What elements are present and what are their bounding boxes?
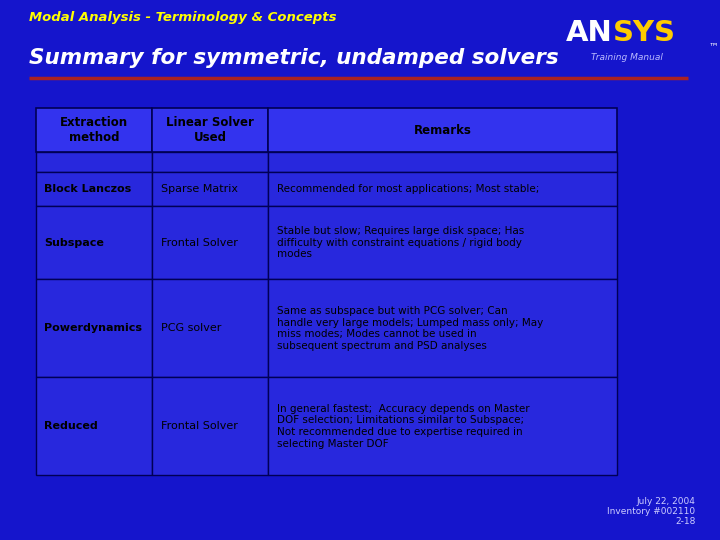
Bar bbox=[36, 172, 152, 206]
Bar bbox=[36, 108, 152, 152]
Text: SYS: SYS bbox=[613, 19, 676, 48]
Text: Subspace: Subspace bbox=[45, 238, 104, 248]
Bar bbox=[152, 108, 268, 152]
Bar bbox=[152, 172, 268, 206]
Text: Linear Solver
Used: Linear Solver Used bbox=[166, 116, 254, 144]
Bar bbox=[152, 152, 268, 172]
Text: Extraction
method: Extraction method bbox=[60, 116, 128, 144]
Text: Powerdynamics: Powerdynamics bbox=[45, 323, 143, 333]
Text: Training Manual: Training Manual bbox=[591, 53, 663, 62]
Text: Reduced: Reduced bbox=[45, 421, 98, 431]
Text: In general fastest;  Accuracy depends on Master
DOF selection; Limitations simil: In general fastest; Accuracy depends on … bbox=[276, 404, 529, 449]
Text: AN: AN bbox=[566, 19, 613, 48]
Bar bbox=[268, 172, 616, 206]
Text: Frontal Solver: Frontal Solver bbox=[161, 421, 238, 431]
Text: Block Lanczos: Block Lanczos bbox=[45, 184, 132, 194]
Text: Stable but slow; Requires large disk space; Has
difficulty with constraint equat: Stable but slow; Requires large disk spa… bbox=[276, 226, 524, 259]
Text: Same as subspace but with PCG solver; Can
handle very large models; Lumped mass : Same as subspace but with PCG solver; Ca… bbox=[276, 306, 543, 350]
Text: Recommended for most applications; Most stable;: Recommended for most applications; Most … bbox=[276, 184, 539, 194]
Bar bbox=[268, 108, 616, 152]
Text: Sparse Matrix: Sparse Matrix bbox=[161, 184, 238, 194]
Text: Frontal Solver: Frontal Solver bbox=[161, 238, 238, 248]
Bar bbox=[268, 279, 616, 377]
Bar bbox=[152, 279, 268, 377]
Bar bbox=[36, 377, 152, 475]
Text: Summary for symmetric, undamped solvers: Summary for symmetric, undamped solvers bbox=[29, 48, 558, 68]
Bar bbox=[152, 377, 268, 475]
Bar bbox=[268, 377, 616, 475]
Text: ™: ™ bbox=[708, 41, 718, 51]
Bar bbox=[36, 279, 152, 377]
Bar bbox=[36, 152, 152, 172]
Text: Modal Analysis - Terminology & Concepts: Modal Analysis - Terminology & Concepts bbox=[29, 11, 336, 24]
Bar bbox=[152, 206, 268, 279]
Bar bbox=[36, 206, 152, 279]
Bar bbox=[268, 206, 616, 279]
Text: Remarks: Remarks bbox=[413, 124, 472, 137]
Text: July 22, 2004
Inventory #002110
2-18: July 22, 2004 Inventory #002110 2-18 bbox=[607, 497, 696, 526]
Bar bbox=[268, 152, 616, 172]
Text: PCG solver: PCG solver bbox=[161, 323, 221, 333]
